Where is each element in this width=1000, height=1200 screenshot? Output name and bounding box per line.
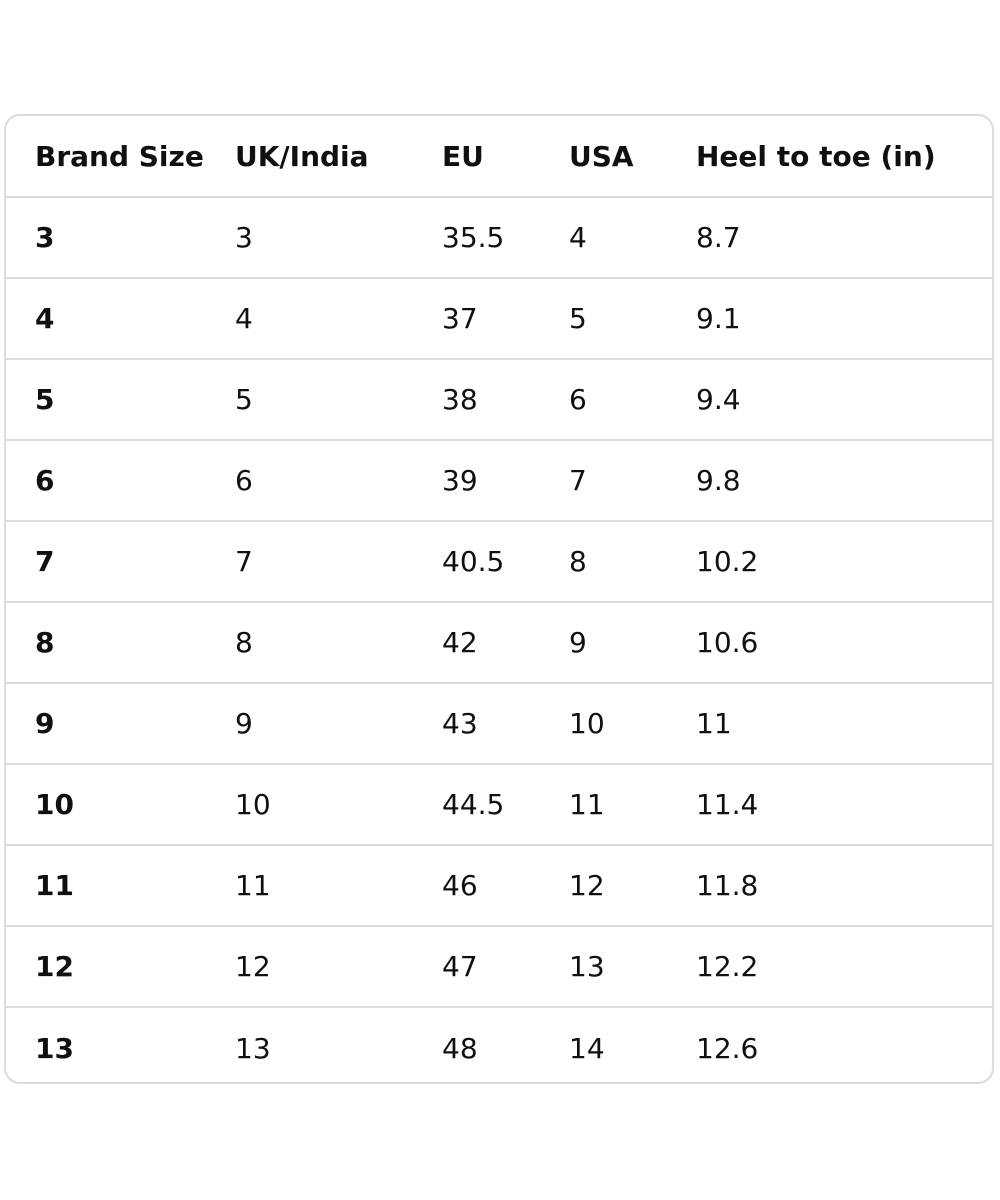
table-cell: 47 — [442, 925, 569, 1007]
table-cell: 6 — [6, 439, 235, 521]
table-cell: 44.5 — [442, 763, 569, 845]
table-cell: 11 — [696, 682, 992, 764]
table-cell: 7 — [569, 439, 696, 521]
table-cell: 37 — [442, 277, 569, 359]
table-cell: 10.6 — [696, 601, 992, 683]
table-cell: 35.5 — [442, 196, 569, 278]
table-cell: 11 — [6, 844, 235, 926]
table-cell: 12 — [6, 925, 235, 1007]
table-cell: 4 — [235, 277, 442, 359]
table-row: 12 12 47 13 12.2 — [6, 925, 992, 1007]
size-chart-table: Brand Size UK/India EU USA Heel to toe (in) … — [4, 114, 994, 1084]
table-cell: 10 — [6, 763, 235, 845]
table-cell: 9 — [6, 682, 235, 764]
table-cell: 11 — [235, 844, 442, 926]
table-row: 13 13 48 14 12.6 — [6, 1006, 992, 1082]
table-row: 4 4 37 5 9.1 — [6, 277, 992, 359]
table-cell: 8 — [235, 601, 442, 683]
table-cell: 12 — [235, 925, 442, 1007]
table-row: 3 3 35.5 4 8.7 — [6, 196, 992, 278]
table-row: 8 8 42 9 10.6 — [6, 601, 992, 683]
table-cell: 13 — [6, 1006, 235, 1082]
table-cell: 4 — [569, 196, 696, 278]
table-cell: 12.2 — [696, 925, 992, 1007]
table-cell: 12 — [569, 844, 696, 926]
table-cell: 11.4 — [696, 763, 992, 845]
table-cell: 3 — [6, 196, 235, 278]
table-cell: 8.7 — [696, 196, 992, 278]
table-row: 5 5 38 6 9.4 — [6, 358, 992, 440]
table-cell: 3 — [235, 196, 442, 278]
table-cell: 43 — [442, 682, 569, 764]
table-cell: 14 — [569, 1006, 696, 1082]
table-cell: 10 — [569, 682, 696, 764]
table-cell: 9.8 — [696, 439, 992, 521]
table-cell: 9.1 — [696, 277, 992, 359]
table-cell: 11.8 — [696, 844, 992, 926]
table-cell: 13 — [569, 925, 696, 1007]
table-cell: 5 — [235, 358, 442, 440]
table-cell: 9 — [569, 601, 696, 683]
column-header: EU — [442, 139, 484, 173]
column-header: Brand Size — [35, 139, 204, 173]
table-cell: 10 — [235, 763, 442, 845]
header-row: Brand Size UK/India EU USA Heel to toe (in) — [6, 116, 992, 197]
table-cell: 8 — [569, 520, 696, 602]
table-row: 6 6 39 7 9.8 — [6, 439, 992, 521]
column-header: Heel to toe (in) — [696, 139, 936, 173]
table-row: 11 11 46 12 11.8 — [6, 844, 992, 926]
table-cell: 11 — [569, 763, 696, 845]
table-cell: 12.6 — [696, 1006, 992, 1082]
table-cell: 6 — [569, 358, 696, 440]
table-cell: 5 — [6, 358, 235, 440]
table-cell: 5 — [569, 277, 696, 359]
table-cell: 7 — [6, 520, 235, 602]
table-cell: 4 — [6, 277, 235, 359]
column-header: UK/India — [235, 139, 369, 173]
table-cell: 10.2 — [696, 520, 992, 602]
table-cell: 38 — [442, 358, 569, 440]
table-cell: 39 — [442, 439, 569, 521]
table-row: 9 9 43 10 11 — [6, 682, 992, 764]
table-cell: 46 — [442, 844, 569, 926]
table-cell: 40.5 — [442, 520, 569, 602]
column-header: USA — [569, 139, 634, 173]
table-cell: 8 — [6, 601, 235, 683]
table-row: 7 7 40.5 8 10.2 — [6, 520, 992, 602]
table-cell: 48 — [442, 1006, 569, 1082]
table-row: 10 10 44.5 11 11.4 — [6, 763, 992, 845]
table-cell: 9.4 — [696, 358, 992, 440]
table-cell: 13 — [235, 1006, 442, 1082]
table-cell: 7 — [235, 520, 442, 602]
table-cell: 42 — [442, 601, 569, 683]
table-cell: 9 — [235, 682, 442, 764]
table-cell: 6 — [235, 439, 442, 521]
